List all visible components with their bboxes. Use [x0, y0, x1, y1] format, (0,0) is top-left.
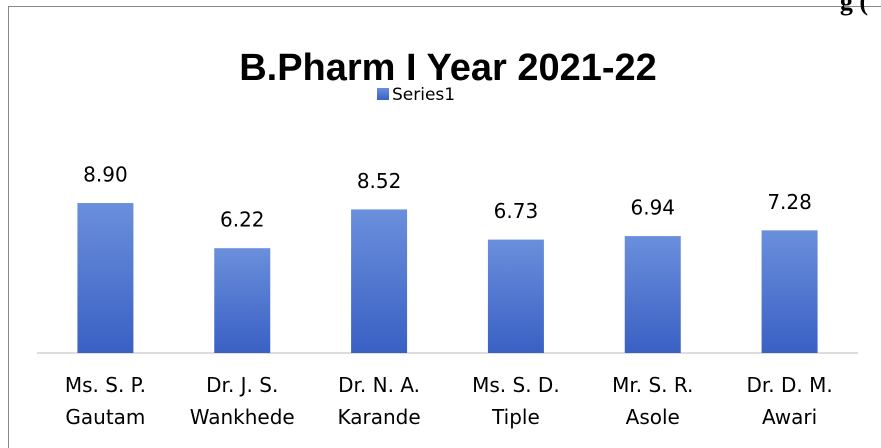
legend-label: Series1 [392, 85, 455, 105]
value-label: 6.73 [494, 199, 539, 223]
value-label: 6.22 [220, 208, 265, 232]
bar [761, 230, 818, 353]
chart-title: B.Pharm I Year 2021-22 [239, 47, 657, 89]
x-tick-label: Ms. S. P. Gautam [65, 373, 146, 429]
bar [77, 203, 134, 353]
legend-swatch [377, 88, 389, 100]
value-label: 7.28 [767, 190, 812, 214]
value-label: 8.52 [357, 169, 402, 193]
x-tick-label: Dr. D. M. Awari [746, 373, 832, 429]
bar [624, 236, 681, 353]
bar [214, 248, 271, 353]
value-label: 8.90 [83, 163, 128, 187]
chart-frame [8, 6, 881, 448]
x-tick-label: Ms. S. D. Tiple [472, 373, 560, 429]
x-tick-label: Mr. S. R. Asole [612, 373, 693, 429]
x-tick-label: Dr. N. A. Karande [337, 373, 420, 429]
bar [487, 239, 544, 353]
bar [351, 209, 408, 353]
cropped-annotation: g ( [840, 0, 868, 16]
x-tick-label: Dr. J. S. Wankhede [190, 373, 295, 429]
value-label: 6.94 [630, 196, 675, 220]
